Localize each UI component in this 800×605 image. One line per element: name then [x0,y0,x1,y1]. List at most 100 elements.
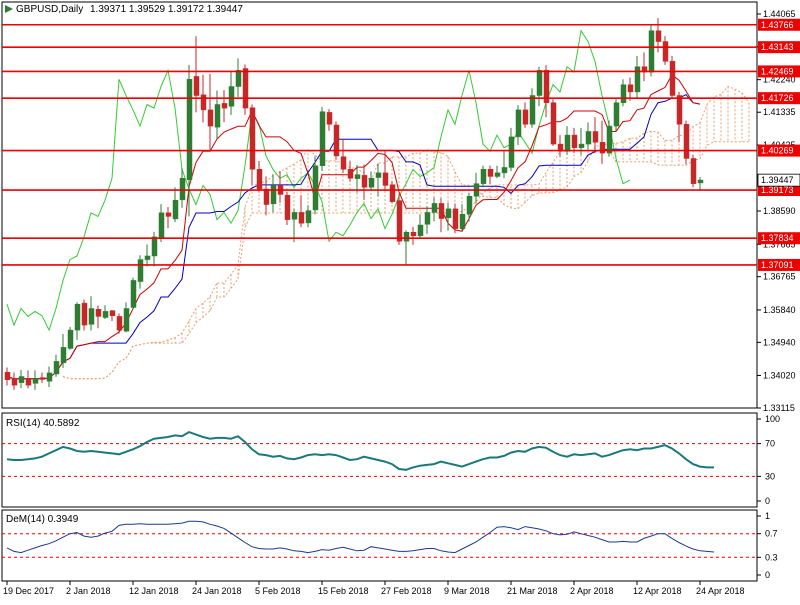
candle-body [480,169,487,184]
dem-tick-label: 0.7 [765,529,778,539]
candle-body [459,213,466,229]
candle-body [32,378,39,384]
date-tick-label: 9 Mar 2018 [444,586,490,596]
date-tick-label: 5 Feb 2018 [255,586,301,596]
current-price-label: 1.39447 [761,175,794,185]
candle-body [95,308,102,317]
current-price-tag [757,173,800,187]
candle-body [410,231,417,237]
dem-tick-label: 0.3 [765,552,778,562]
candle-body [116,316,123,331]
candle-body [508,136,515,168]
candle-body [312,165,319,211]
candle-body [627,84,634,93]
date-tick-label: 2 Apr 2018 [570,586,614,596]
price-tick-label: 1.37665 [763,239,796,249]
rsi-tick-label: 100 [765,414,780,424]
candle-body [571,134,578,148]
candle-body [431,203,438,213]
level-price-label: 1.42469 [761,66,794,76]
date-tick-label: 24 Apr 2018 [696,586,745,596]
kijun-sen-line [6,93,701,380]
candle-body [669,61,676,96]
candle-body [620,84,627,103]
candle-body [438,203,445,219]
level-price-tag [758,92,800,105]
level-price-tag [758,144,800,157]
chart-symbol: GBPUSD,Daily [16,4,84,15]
rsi-pane-label: RSI(14) 40.5892 [6,418,80,429]
date-tick-label: 12 Apr 2018 [633,586,682,596]
level-price-label: 1.41726 [761,93,794,103]
main-pane-frame [1,1,758,409]
candle-body [424,212,431,225]
candle-body [592,131,599,143]
candle-body [564,134,571,152]
price-tick-label: 1.34940 [763,337,796,347]
senkou-span-a-line [62,85,750,380]
level-price-label: 1.43143 [761,42,794,52]
candle-body [599,142,606,154]
candle-body [466,195,473,215]
candle-body [515,109,522,138]
dem-tick-label: 0 [765,570,770,580]
candle-body [270,185,277,205]
candle-body [235,70,242,87]
candle-body [494,172,501,177]
date-tick-label: 19 Dec 2017 [3,586,54,596]
price-tick-label: 1.33115 [763,403,795,413]
candle-body [690,158,697,184]
candle-body [263,188,270,205]
candle-body [382,172,389,186]
candle-body [67,329,74,349]
candle-body [333,124,340,157]
candle-body [501,167,508,174]
candle-body [60,347,67,364]
rsi-line [6,431,714,471]
candle-body [648,30,655,73]
candle-body [39,377,46,380]
candle-body [445,208,452,219]
price-tick-label: 1.44065 [763,9,796,19]
candle-body [613,102,620,127]
candle-body [361,175,368,188]
candle-body [74,303,81,331]
candle-body [655,30,662,42]
candle-body [53,361,60,375]
date-tick-label: 24 Jan 2018 [192,586,242,596]
candle-body [81,302,88,326]
candle-body [389,184,396,202]
candle-body [417,224,424,237]
date-tick-label: 2 Jan 2018 [66,586,111,596]
candle-body [347,169,354,179]
candle-body [578,143,585,148]
level-price-tag [758,18,800,31]
rsi-tick-label: 0 [765,496,770,506]
candle-body [452,208,459,229]
candle-body [228,86,235,107]
candle-body [123,308,130,332]
candle-body [186,79,193,180]
candle-body [109,310,116,316]
candle-body [46,372,53,382]
level-price-label: 1.37834 [761,233,794,243]
price-tick-label: 1.42240 [763,75,796,85]
candle-body [256,169,263,190]
price-tick-label: 1.36765 [763,272,796,282]
candle-body [11,378,18,386]
candle-body [298,212,305,224]
candle-body [284,194,291,220]
dem-pane-frame [1,509,758,582]
candle-body [193,76,200,96]
level-price-tag [758,65,800,78]
candle-body [242,68,249,109]
level-price-label: 1.37091 [761,260,794,270]
candle-body [18,376,25,383]
candle-body [319,111,326,166]
candle-body [151,236,158,257]
senkou-span-b-line [62,141,749,380]
candle-body [550,102,557,145]
rsi-tick-label: 30 [765,471,775,481]
